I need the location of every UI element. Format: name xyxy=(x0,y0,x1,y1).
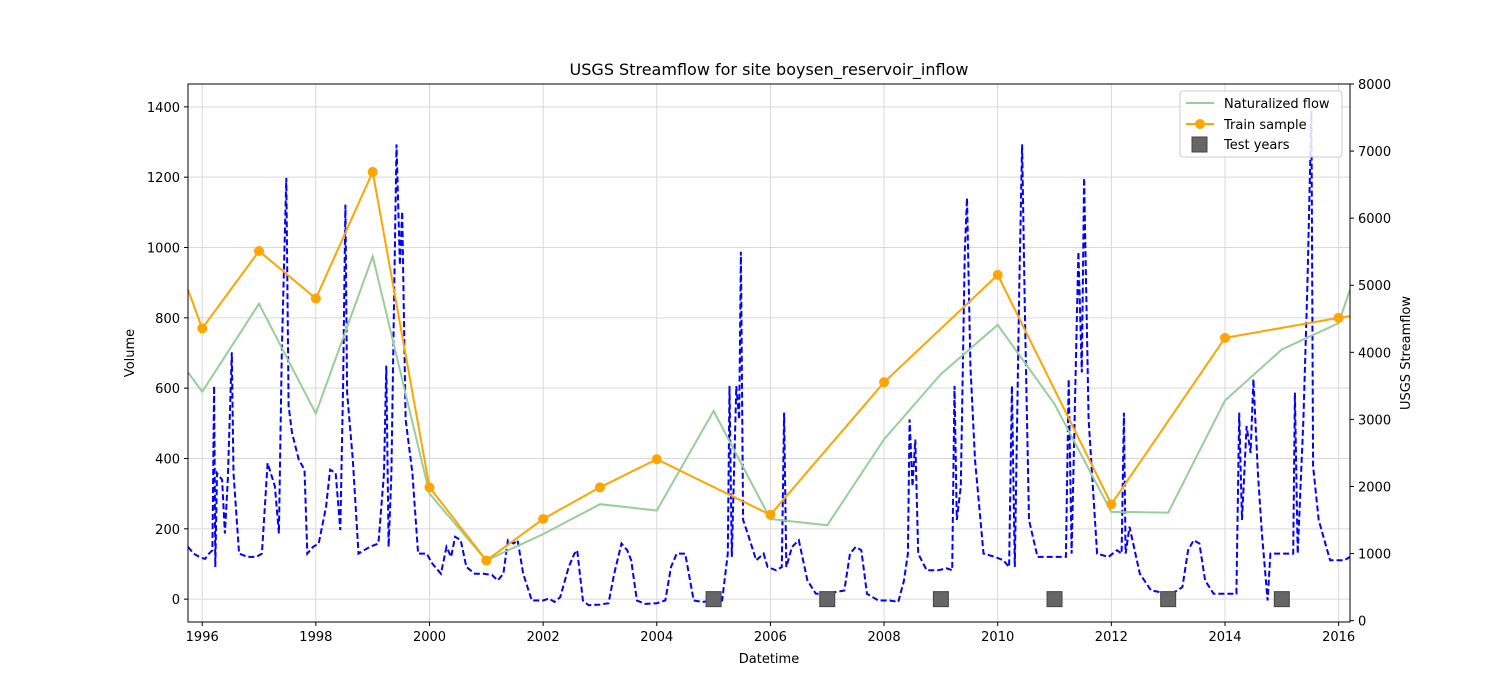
usgs-streamflow-line xyxy=(187,110,1351,607)
train-sample-point xyxy=(481,555,492,566)
x-tick-label: 1996 xyxy=(186,630,219,645)
y-right-tick-label: 8000 xyxy=(1358,78,1391,93)
y-right-tick-label: 5000 xyxy=(1358,279,1391,294)
test-year-marker xyxy=(819,591,836,608)
axes: 1996 1998 2000 2002 2004 2006 2008 2010 2012 2014… xyxy=(147,78,1391,645)
train-sample-point xyxy=(254,246,265,257)
legend-naturalized-label: Naturalized flow xyxy=(1224,97,1330,112)
legend-test-label: Test years xyxy=(1223,138,1290,153)
y-axis-right-title: USGS Streamflow xyxy=(1399,296,1414,410)
x-tick-label: 2012 xyxy=(1095,630,1128,645)
test-year-marker xyxy=(1046,591,1063,608)
y-left-tick-label: 1200 xyxy=(147,171,180,186)
train-sample-point xyxy=(765,509,776,520)
y-left-tick-label: 1400 xyxy=(147,101,180,116)
grid-lines xyxy=(188,84,1350,622)
x-tick-label: 1998 xyxy=(299,630,332,645)
train-sample-point xyxy=(992,269,1003,280)
y-left-tick-label: 600 xyxy=(155,382,180,397)
y-right-tick-label: 4000 xyxy=(1358,346,1391,361)
train-sample-point xyxy=(651,454,662,465)
train-sample-point xyxy=(197,323,208,334)
train-sample-point xyxy=(367,166,378,177)
train-sample-point xyxy=(424,482,435,493)
y-right-tick-label: 7000 xyxy=(1358,145,1391,160)
y-right-tick-label: 3000 xyxy=(1358,413,1391,428)
x-tick-label: 2004 xyxy=(640,630,673,645)
x-tick-label: 2014 xyxy=(1208,630,1241,645)
train-sample-point xyxy=(1106,499,1117,510)
plot-frame xyxy=(187,83,1351,623)
y-right-tick-label: 0 xyxy=(1358,615,1366,630)
y-left-tick-label: 800 xyxy=(155,312,180,327)
train-sample-point xyxy=(879,377,890,388)
test-year-marker xyxy=(1160,591,1177,608)
chart-title: USGS Streamflow for site boysen_reservoi… xyxy=(570,60,969,80)
y-left-tick-label: 1000 xyxy=(147,242,180,257)
y-axis-left-title: Volume xyxy=(123,329,138,377)
y-left-tick-label: 0 xyxy=(172,593,180,608)
legend-test-marker xyxy=(1191,136,1208,153)
legend-box xyxy=(1179,90,1343,158)
test-year-marker xyxy=(1273,591,1290,608)
train-sample-point xyxy=(538,513,549,524)
y-right-tick-label: 6000 xyxy=(1358,212,1391,227)
legend-train-marker xyxy=(1195,119,1205,129)
train-sample-point xyxy=(594,482,605,493)
y-right-tick-label: 2000 xyxy=(1358,480,1391,495)
test-year-marker xyxy=(932,591,949,608)
x-tick-label: 2016 xyxy=(1322,630,1355,645)
y-left-tick-label: 200 xyxy=(155,523,180,538)
x-axis-title: Datetime xyxy=(739,652,799,667)
train-sample-point xyxy=(1219,332,1230,343)
x-tick-label: 2000 xyxy=(413,630,446,645)
x-tick-label: 2008 xyxy=(868,630,901,645)
y-left-tick-label: 400 xyxy=(155,452,180,467)
y-right-tick-label: 1000 xyxy=(1358,548,1391,563)
legend-train-label: Train sample xyxy=(1223,118,1307,133)
test-year-marker xyxy=(705,591,722,608)
x-tick-label: 2006 xyxy=(754,630,787,645)
series-layer xyxy=(187,110,1351,608)
x-tick-label: 2002 xyxy=(527,630,560,645)
train-sample-point xyxy=(1333,312,1344,323)
x-tick-label: 2010 xyxy=(981,630,1014,645)
legend: Naturalized flow Train sample Test years xyxy=(1179,90,1343,158)
train-sample-point xyxy=(310,293,321,304)
